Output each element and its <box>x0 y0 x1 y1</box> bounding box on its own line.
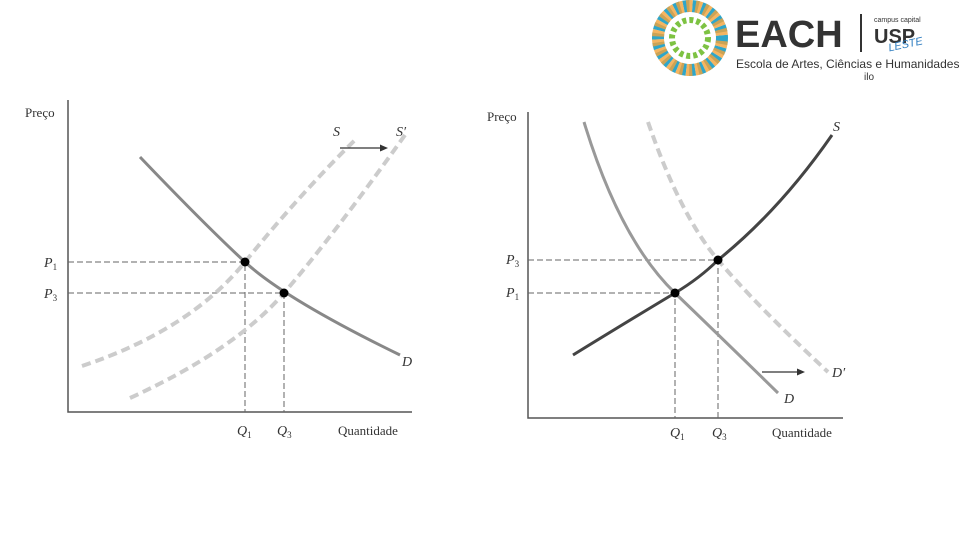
arrow-head <box>380 144 388 152</box>
logo-mark <box>652 0 728 76</box>
letter: Q <box>712 426 722 441</box>
subscript: 1 <box>247 430 252 440</box>
equilibrium-point <box>713 255 723 265</box>
price-label: P1 <box>505 286 519 302</box>
subscript: 3 <box>722 432 727 442</box>
axes <box>527 112 843 419</box>
price-label: P1 <box>43 256 57 272</box>
subscript: 3 <box>515 259 520 269</box>
diagram-supply-shift: Preço Quantidade S S′ D P1 P3 Q1 Q3 <box>25 100 412 440</box>
supply-curve <box>572 134 834 357</box>
diagram-demand-shift: Preço Quantidade S D D′ P3 P1 Q1 Q3 <box>487 109 846 442</box>
letter: Q <box>237 424 247 439</box>
subscript: 1 <box>680 432 685 442</box>
price-label: P3 <box>505 253 520 269</box>
logo-fragment: ilo <box>864 72 874 83</box>
price-label: P3 <box>43 287 58 303</box>
logo-name: EACH <box>735 14 843 56</box>
letter: P <box>43 256 53 271</box>
curve-label: D′ <box>831 366 846 381</box>
letter: P <box>43 287 53 302</box>
letter: P <box>505 286 515 301</box>
logo-usp: USP <box>874 26 915 48</box>
equilibrium-point <box>279 288 289 298</box>
axes <box>67 100 412 413</box>
subscript: 1 <box>53 262 58 272</box>
curve-label: S <box>833 120 840 135</box>
x-axis-label: Quantidade <box>338 423 398 438</box>
y-axis-label: Preço <box>487 109 517 124</box>
subscript: 3 <box>287 430 292 440</box>
equilibrium-point <box>670 288 680 298</box>
supply-curve <box>81 138 357 368</box>
y-axis-label: Preço <box>25 105 55 120</box>
x-axis-label: Quantidade <box>772 425 832 440</box>
subscript: 1 <box>515 292 520 302</box>
letter: P <box>505 253 515 268</box>
curve-label: S′ <box>396 125 407 140</box>
curve-label: S <box>333 125 340 140</box>
demand-curve <box>582 121 780 395</box>
quantity-label: Q1 <box>670 426 685 442</box>
arrow-head <box>797 368 805 376</box>
letter: Q <box>670 426 680 441</box>
curve-label: D <box>783 392 794 407</box>
logo-campus: campus capital <box>874 17 921 24</box>
quantity-label: Q3 <box>712 426 727 442</box>
quantity-label: Q1 <box>237 424 252 440</box>
logo-school: Escola de Artes, Ciências e Humanidades <box>736 57 959 71</box>
equilibrium-point <box>240 257 250 267</box>
quantity-label: Q3 <box>277 424 292 440</box>
logo: EACH campus capital USP LESTE Escola de … <box>652 0 959 83</box>
letter: Q <box>277 424 287 439</box>
subscript: 3 <box>53 293 58 303</box>
curve-label: D <box>401 355 412 370</box>
